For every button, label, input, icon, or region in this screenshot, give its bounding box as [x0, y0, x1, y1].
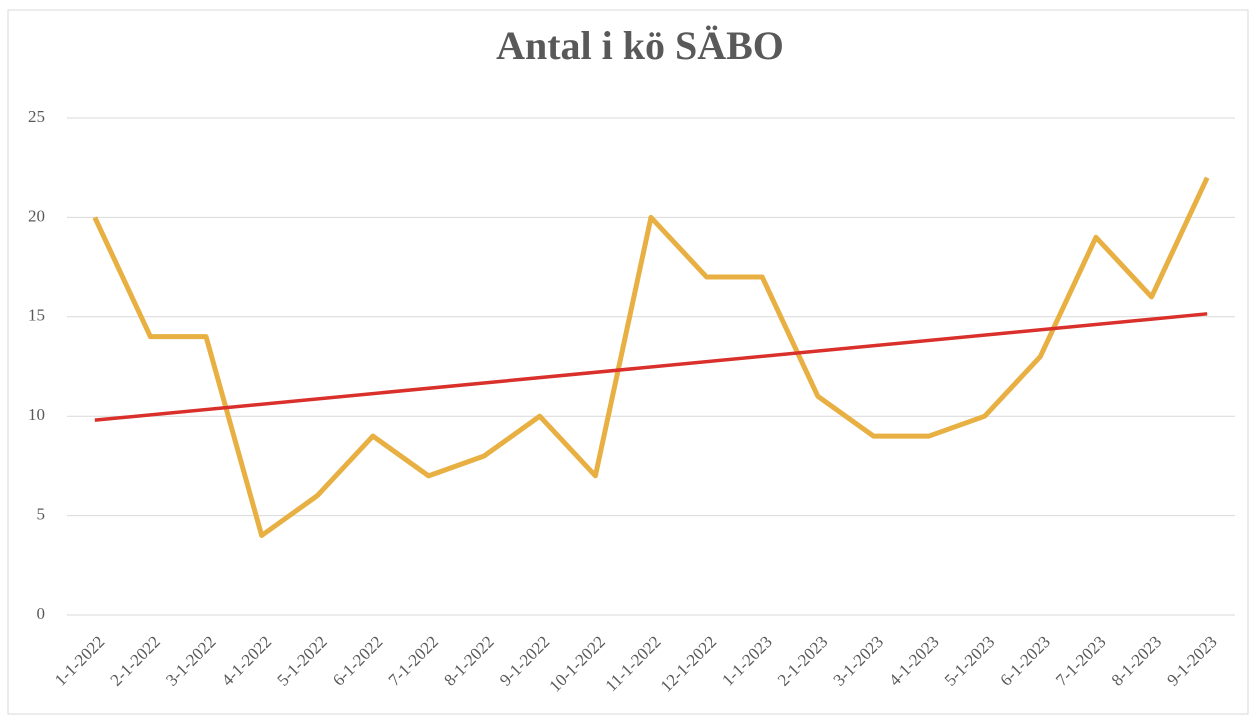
chart-title: Antal i kö SÄBO — [496, 23, 784, 68]
y-tick-label: 10 — [28, 405, 45, 424]
y-tick-label: 5 — [37, 505, 46, 524]
data-line — [92, 176, 1210, 538]
trend-line — [94, 312, 1208, 422]
y-tick-label: 0 — [37, 604, 46, 623]
chart-frame — [7, 9, 1249, 715]
y-tick-label: 20 — [28, 206, 45, 225]
y-tick-label: 25 — [28, 107, 45, 126]
y-tick-label: 15 — [28, 306, 45, 325]
